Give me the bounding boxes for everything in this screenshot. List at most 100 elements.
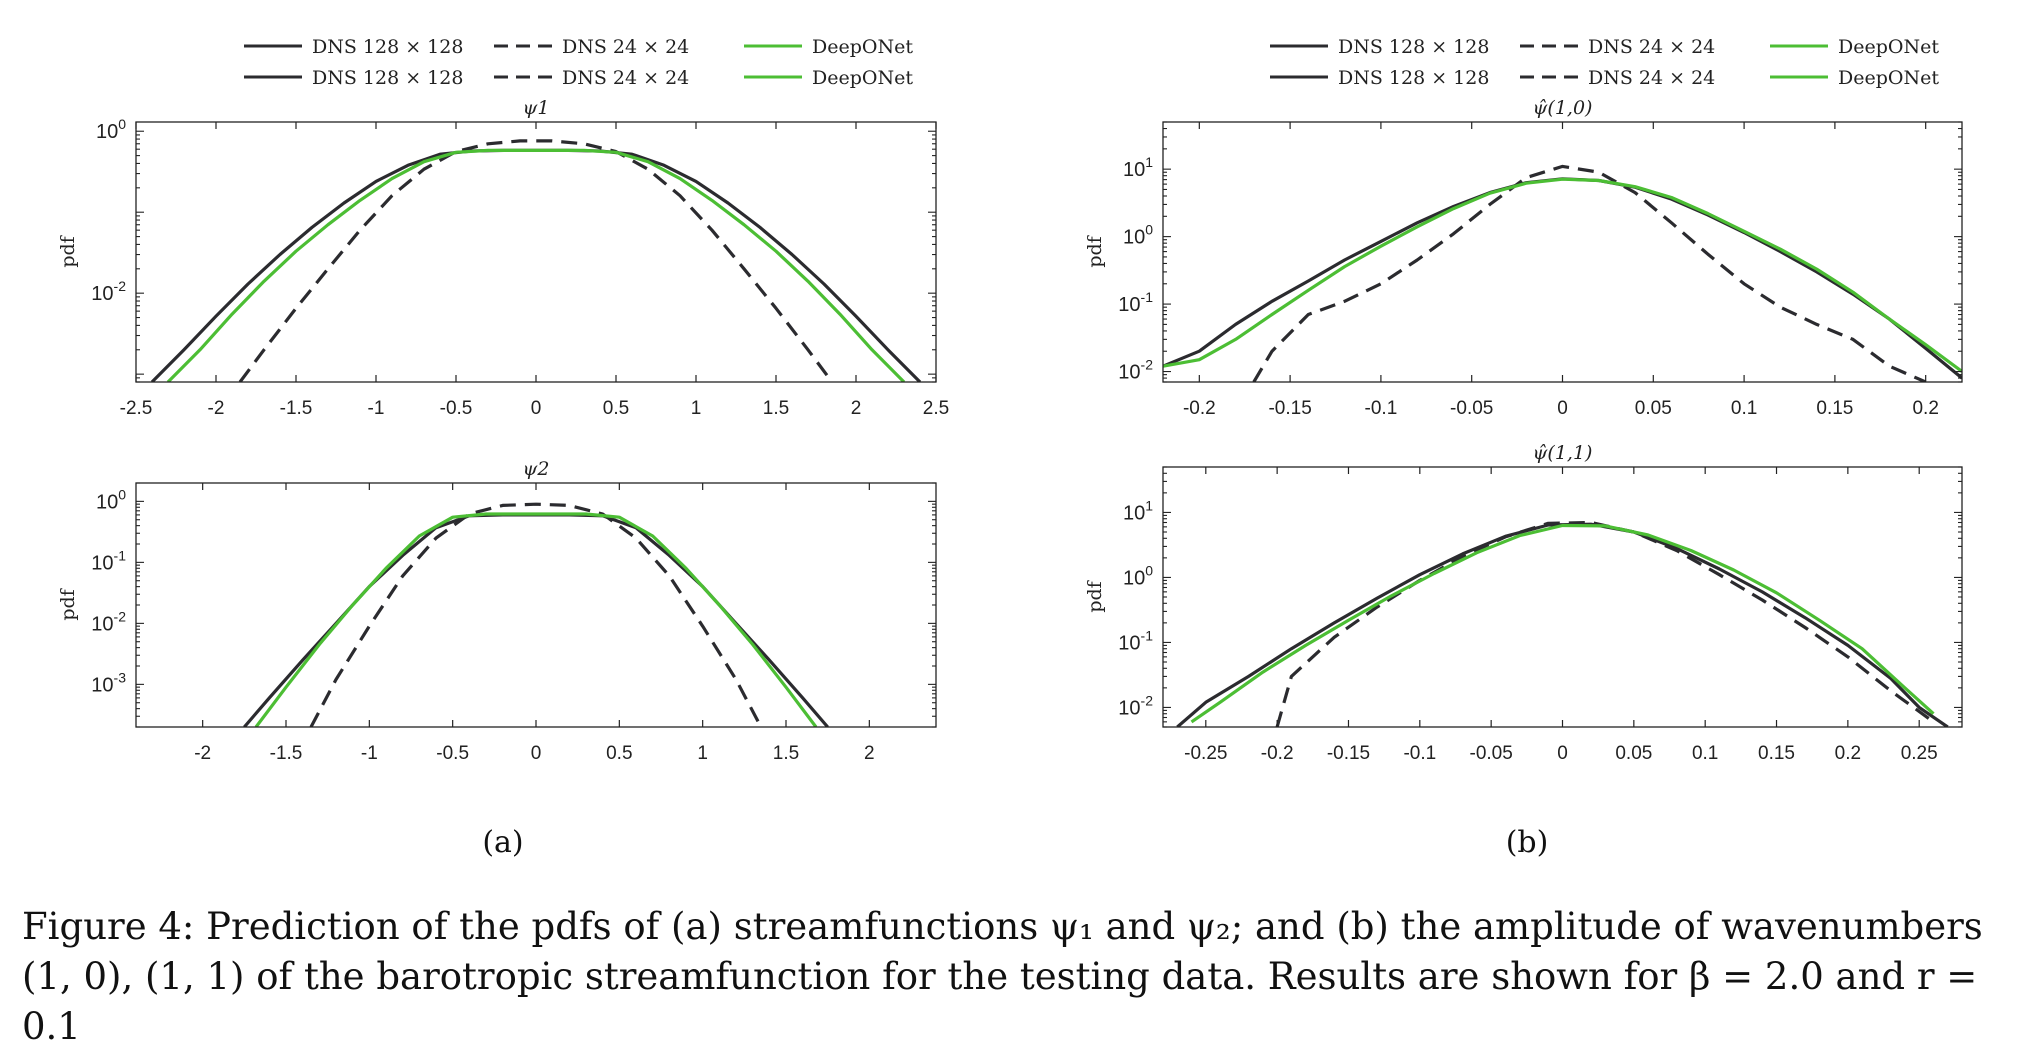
series-line-dns-128 [243,513,829,727]
chart-title: ψ2 [523,458,550,480]
x-tick-label: 0.2 [1912,398,1938,419]
x-tick-label: 0 [531,743,542,764]
x-tick-label: -0.05 [1470,743,1513,764]
plot-frame [1162,121,1963,383]
chart-title: ψ̂(1,0) [1533,97,1593,119]
x-tick-label: 2.5 [923,398,949,419]
chart-psi2: -2 -1.5 -1 -0.5 0 0.5 1 1.5 2 100 10-1 10-2 10-3 pdf ψ… [57,458,937,764]
series-line-dns-24 [1252,164,1927,382]
series-line-dns-24 [1275,520,1935,727]
legend-entry: DNS 128 × 128 [244,67,463,89]
series-line-dns-24 [309,502,763,727]
legend-entry: DNS 128 × 128 [1270,67,1489,89]
charts: -2.5 -2 -1.5 -1 -0.5 0 0.5 1 1.5 2 2.510010-2pdfψ1… [57,97,1963,764]
x-tick-label: 1 [691,398,702,419]
x-tick-label: 1 [697,743,708,764]
legend-entry: DeepONet [744,67,913,89]
x-tick-label: -1 [368,398,385,419]
legend-row: DNS 128 × 128 DNS 24 × 24 DeepONet [1270,67,1939,89]
legend-label: DeepONet [812,36,913,58]
x-tick-label: 0 [531,398,542,419]
legend-label: DNS 24 × 24 [562,36,689,58]
x-tick-label: -0.2 [1183,398,1216,419]
legend-row: DNS 128 × 128 DNS 24 × 24 DeepONet [244,67,913,89]
legend-entry: DNS 24 × 24 [494,36,689,58]
legend-label: DNS 128 × 128 [312,36,463,58]
y-tick-label: 10-2 [91,278,126,305]
x-tick-label: -2 [194,743,211,764]
x-tick-label: -0.5 [440,398,473,419]
chart-psi1: -2.5 -2 -1.5 -1 -0.5 0 0.5 1 1.5 2 2.5 100 10-2 pdf ψ1 [57,97,949,419]
x-tick-label: 0.15 [1758,743,1795,764]
legend-label: DeepONet [1838,67,1939,89]
series-line-deeponet [1163,177,1962,373]
legend-label: DNS 128 × 128 [312,67,463,89]
caption-line-2: (1, 0), (1, 1) of the barotropic streamf… [22,955,1978,1048]
y-axis-label: pdf [1084,234,1106,267]
chart-title: ψ1 [523,97,550,119]
legend-row: DNS 128 × 128 DNS 24 × 24 DeepONet [1270,36,1939,58]
legend-entry: DNS 24 × 24 [494,67,689,89]
legend-entry: DNS 128 × 128 [244,36,463,58]
y-tick-label: 101 [1123,497,1153,524]
x-tick-label: 0.5 [606,743,632,764]
caption-line-1: Figure 4: Prediction of the pdfs of (a) … [22,905,1983,948]
legend-label: DNS 24 × 24 [1588,67,1715,89]
series-line-dns-128 [1176,522,1949,727]
chart-psihat11: -0.25 -0.2 -0.15 -0.1 -0.05 0 0.05 0.1 0.15 0.2 0.… [1084,442,1963,764]
series-group [1176,520,1949,727]
y-tick-label: 101 [1123,154,1153,181]
x-tick-label: -0.1 [1365,398,1398,419]
legend-label: DNS 24 × 24 [562,67,689,89]
plot-frame [1162,466,1963,728]
series-line-deeponet [166,148,906,382]
legend-label: DNS 24 × 24 [1588,36,1715,58]
x-tick-label: -1.5 [280,398,313,419]
legend-entry: DNS 128 × 128 [1270,36,1489,58]
y-tick-label: 100 [1123,222,1153,249]
legend-entry: DeepONet [1770,36,1939,58]
y-tick-label: 10-1 [91,547,126,574]
x-tick-label: -0.1 [1403,743,1436,764]
series-group [243,502,829,727]
x-tick-label: -0.15 [1327,743,1370,764]
legend-row: DNS 128 × 128 DNS 24 × 24 DeepONet [244,36,913,58]
y-tick-label: 10-2 [1118,692,1153,719]
panel-label-b: (b) [1506,825,1549,860]
x-tick-label: 0.05 [1615,743,1652,764]
legend-label: DeepONet [812,67,913,89]
legend-label: DNS 128 × 128 [1338,36,1489,58]
y-axis-label: pdf [57,234,79,267]
x-tick-label: 0.2 [1835,743,1861,764]
y-tick-label: 10-2 [1118,357,1153,384]
legend-entry: DNS 24 × 24 [1520,36,1715,58]
x-tick-label: 1.5 [763,398,789,419]
legend-entry: DNS 24 × 24 [1520,67,1715,89]
y-tick-label: 10-1 [1118,627,1153,654]
x-tick-label: -2 [208,398,225,419]
x-tick-label: -1 [361,743,378,764]
y-tick-label: 100 [96,486,126,513]
x-tick-label: -0.2 [1261,743,1294,764]
plot-frame [135,121,937,383]
x-tick-label: 0.1 [1692,743,1718,764]
legend-label: DNS 128 × 128 [1338,67,1489,89]
legend-entry: DeepONet [744,36,913,58]
x-tick-label: -2.5 [120,398,153,419]
y-tick-label: 10-1 [1118,289,1153,316]
x-tick-label: 0.1 [1731,398,1757,419]
chart-title: ψ̂(1,1) [1533,442,1593,464]
series-group [150,139,922,382]
x-tick-label: -1.5 [270,743,303,764]
y-axis-label: pdf [57,587,79,620]
series-line-deeponet [1190,523,1935,724]
y-tick-label: 100 [1123,562,1153,589]
series-line-deeponet [254,512,818,727]
y-tick-label: 100 [96,116,126,143]
series-line-dns-24 [238,139,834,382]
series-group [1163,164,1962,382]
x-tick-label: -0.5 [436,743,469,764]
x-tick-label: 1.5 [773,743,799,764]
